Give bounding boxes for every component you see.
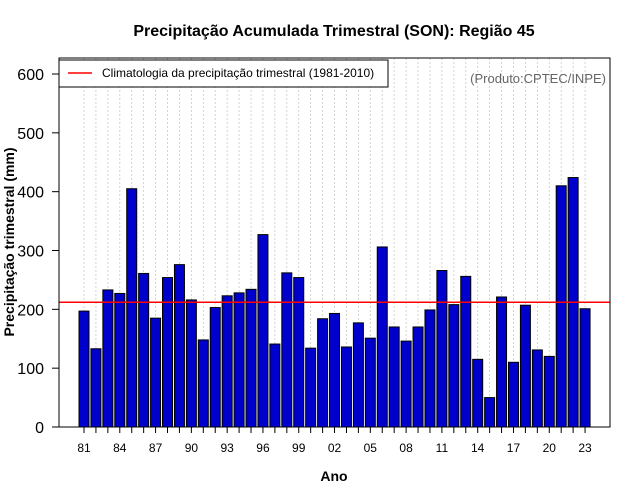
bar-1987 [150,317,162,428]
bar-2004 [352,322,364,428]
y-tick-label: 600 [17,67,44,84]
bar-2000 [305,347,317,428]
x-tick-label: 11 [436,441,449,455]
bar-1991 [197,339,209,428]
bar-2001 [317,318,329,428]
legend-label: Climatologia da precipitação trimestral … [102,66,374,80]
x-tick-label: 20 [543,441,557,455]
x-tick-label: 87 [149,441,163,455]
bar-1982 [90,348,102,428]
bar-2011 [436,270,448,428]
x-tick-label: 14 [471,441,485,455]
bar-1988 [162,277,174,428]
bar-1986 [138,272,150,428]
bar-2018 [519,304,531,428]
bar-1995 [245,288,257,428]
bar-2003 [340,346,352,428]
legend: Climatologia da precipitação trimestral … [58,59,389,88]
x-tick-label: 96 [256,441,270,455]
x-tick-label: 99 [292,441,306,455]
bar-2020 [543,355,555,428]
bar-2009 [412,326,424,428]
x-tick-label: 81 [77,441,91,455]
y-tick-label: 0 [35,420,44,437]
bar-1992 [209,307,221,428]
x-tick-label: 08 [399,441,413,455]
y-tick-label: 500 [17,126,44,143]
bar-series [78,177,591,428]
bar-2023 [579,308,591,428]
grid-lines [83,58,586,427]
x-tick-label: 90 [185,441,199,455]
x-tick-label: 23 [578,441,592,455]
bar-1984 [114,292,126,428]
bar-1981 [78,310,90,428]
bar-2012 [448,304,460,428]
bar-1989 [173,264,185,428]
y-tick-label: 100 [17,361,44,378]
bar-1990 [185,299,197,428]
x-tick-label: 93 [220,441,234,455]
y-axis-ticks: 0 100 200 300 400 500 600 [17,67,59,437]
bar-2007 [388,326,400,428]
bar-2013 [460,275,472,428]
legend-box [58,59,389,88]
y-tick-label: 200 [17,302,44,319]
x-axis-label: Ano [320,468,347,484]
bar-1999 [293,277,305,428]
bar-2021 [555,185,567,428]
bar-2002 [329,312,341,428]
x-tick-label: 84 [113,441,127,455]
bar-1996 [257,234,269,428]
bar-2016 [496,296,508,428]
x-axis-ticks: 81 84 87 90 93 96 99 02 05 08 11 14 17 20 23 [77,427,592,455]
y-tick-label: 400 [17,185,44,202]
x-tick-label: 05 [364,441,378,455]
bar-1997 [269,343,281,428]
bar-2010 [424,309,436,428]
x-tick-label: 02 [328,441,342,455]
bar-1985 [126,188,138,428]
bar-2014 [472,358,484,428]
bar-2015 [484,397,496,428]
bar-2008 [400,340,412,428]
bar-2006 [376,246,388,428]
bar-1993 [221,295,233,428]
bar-2017 [507,361,519,428]
bar-2019 [531,349,543,428]
bar-1998 [281,272,293,428]
x-tick-label: 17 [507,441,521,455]
bar-1994 [233,292,245,428]
y-axis-label: Precipitação trimestral (mm) [1,147,17,336]
bar-2005 [364,337,376,428]
credit-label: (Produto:CPTEC/INPE) [470,71,606,86]
y-tick-label: 300 [17,244,44,261]
bar-1983 [102,289,114,428]
chart-title: Precipitação Acumulada Trimestral (SON):… [133,23,534,40]
